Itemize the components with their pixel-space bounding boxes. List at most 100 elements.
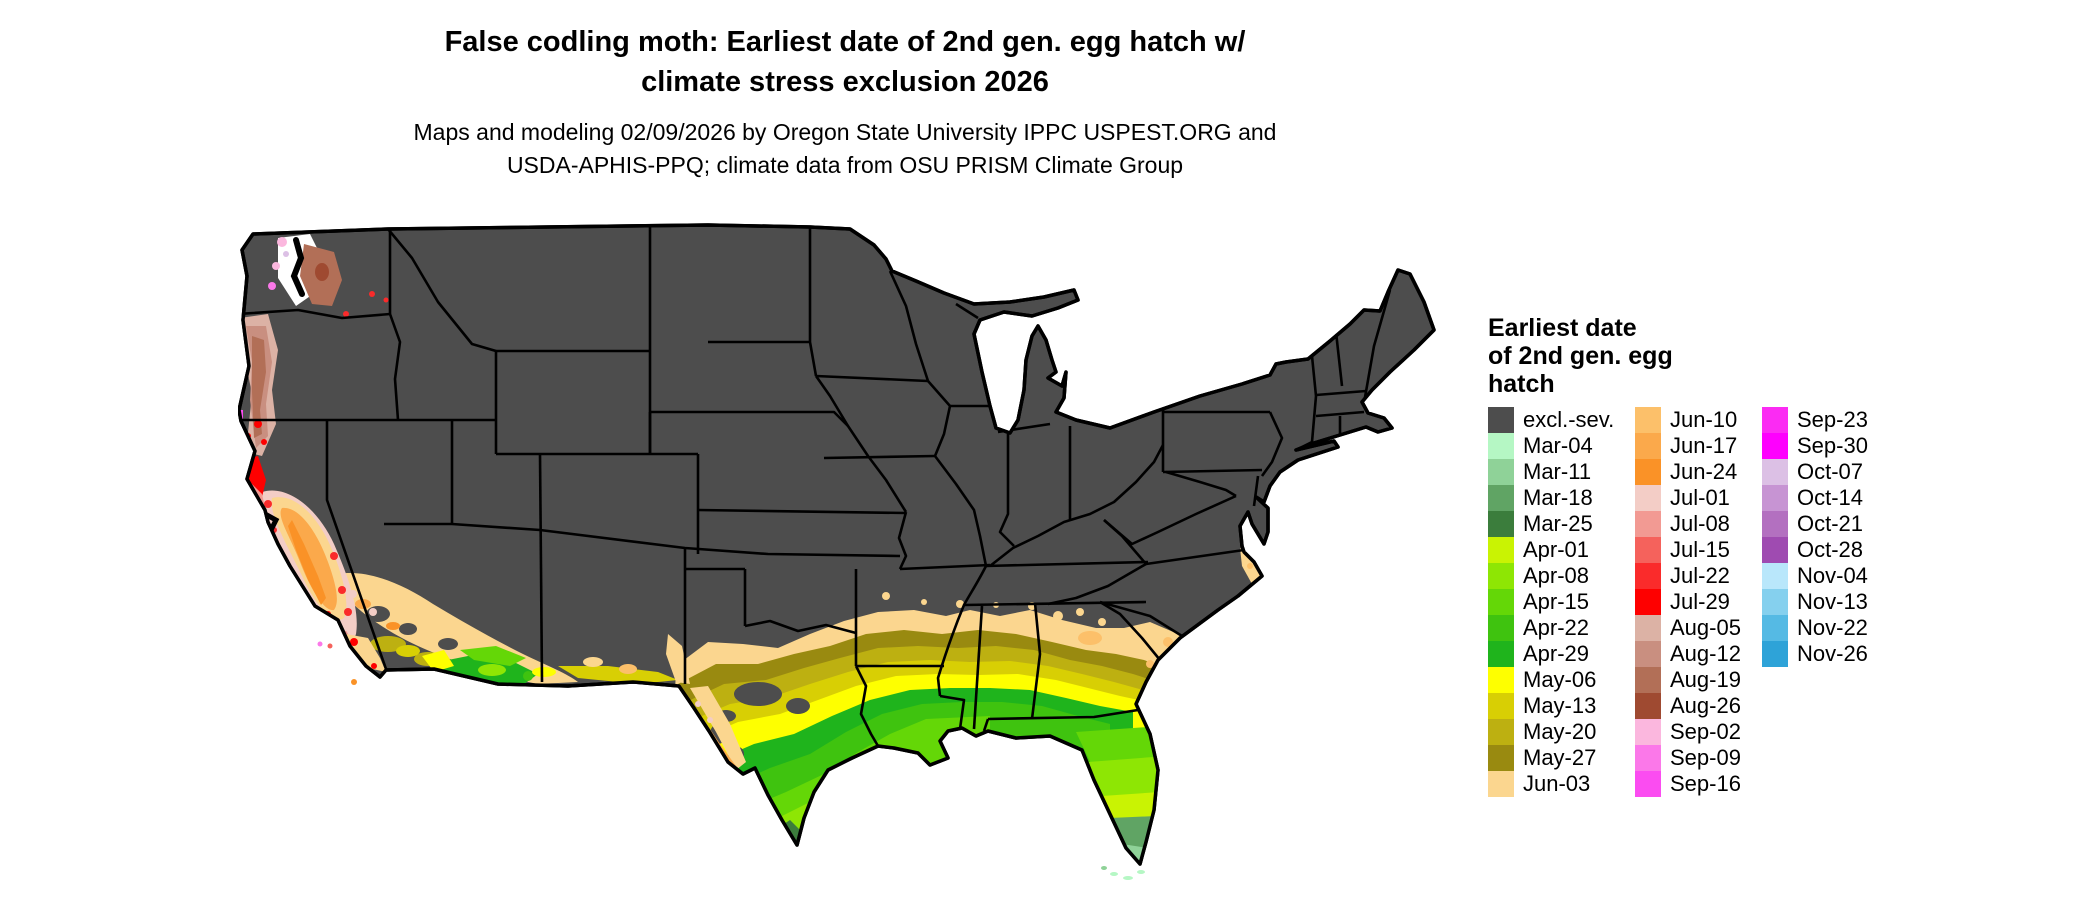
legend-label: Jun-03: [1523, 771, 1591, 796]
legend-swatch: [1635, 719, 1661, 745]
legend-item: Sep-09: [1635, 745, 1741, 771]
map-region-shape: [1098, 618, 1106, 626]
legend-item: May-20: [1488, 719, 1614, 745]
map-region-shape: [939, 694, 966, 730]
legend-swatch: [1488, 615, 1514, 641]
map-region-shape: [1362, 289, 1392, 404]
map-region-shape: [239, 308, 391, 320]
map-region-shape: [1099, 600, 1183, 638]
legend-swatch: [1635, 433, 1661, 459]
map-region-shape: [1123, 876, 1133, 880]
map-region-shape: [272, 262, 280, 270]
legend-title: Earliest date of 2nd gen. egg hatch: [1488, 314, 1918, 398]
legend-item: Sep-23: [1762, 407, 1868, 433]
map-region-shape: [350, 638, 358, 646]
legend-label: Apr-15: [1523, 589, 1590, 614]
map-region-shape: [955, 302, 979, 320]
map-region-shape: [239, 454, 243, 470]
map-region-shape: [262, 511, 280, 533]
map-region-shape: [985, 560, 1149, 568]
map-region-shape: [422, 650, 454, 672]
legend-item: Jul-29: [1635, 589, 1741, 615]
legend-swatch: [1762, 433, 1788, 459]
map-region-shape: [1146, 660, 1154, 668]
map-region-shape: [558, 666, 678, 684]
legend-label: May-06: [1523, 667, 1597, 692]
legend-label: Jul-08: [1670, 511, 1730, 536]
legend-label: Sep-30: [1797, 433, 1868, 458]
legend-swatch: [1635, 693, 1661, 719]
map-region-shape: [264, 500, 272, 508]
map-region-shape: [1315, 389, 1367, 397]
offshore-specks: [317, 641, 1145, 880]
legend-label: Jul-15: [1670, 537, 1730, 562]
map-region-shape: [921, 599, 927, 605]
legend-label: Oct-14: [1797, 485, 1864, 510]
legend-label: Aug-12: [1670, 641, 1741, 666]
legend-swatch: [1635, 771, 1661, 797]
map-region-shape: [252, 336, 266, 438]
legend-column: Jun-10 Jun-17 Jun-24 Jul-01 Jul-08 Jul-15 Jul-…: [1635, 407, 1741, 797]
map-region-shape: [690, 686, 746, 770]
map-region-shape: [1053, 611, 1063, 621]
legend-label: Sep-09: [1670, 745, 1741, 770]
legend-label: Aug-19: [1670, 667, 1741, 692]
map-region-shape: [351, 679, 357, 685]
map-region-shape: [650, 410, 849, 427]
map-region-shape: [383, 297, 389, 303]
subtitle-line-1: Maps and modeling 02/09/2026 by Oregon S…: [413, 119, 1277, 145]
map-region-shape: [1247, 563, 1253, 569]
legend-swatch: [1488, 589, 1514, 615]
map-region-shape: [1165, 470, 1237, 498]
legend-label: Mar-11: [1523, 459, 1592, 484]
legend-label: May-20: [1523, 719, 1597, 744]
map-region-shape: [583, 657, 603, 667]
map-region-shape: [315, 263, 329, 281]
map-region-shape: [1047, 562, 1147, 606]
legend-item: Oct-21: [1762, 511, 1868, 537]
legend-item: Jun-24: [1635, 459, 1741, 485]
legend-item: Jul-22: [1635, 563, 1741, 589]
map-region-shape: [317, 641, 323, 647]
legend-item: Apr-08: [1488, 563, 1614, 589]
map-legend: Earliest date of 2nd gen. egg hatch excl.-…: [1488, 314, 1918, 807]
legend-item: Mar-18: [1488, 485, 1614, 511]
legend-swatch: [1762, 615, 1788, 641]
conus-land: [237, 223, 1436, 866]
map-region-shape: [327, 643, 333, 649]
map-region-shape: [854, 665, 880, 747]
map-region-shape: [288, 520, 326, 605]
legend-item: Jul-01: [1635, 485, 1741, 511]
map-region-shape: [532, 667, 556, 677]
map-region-shape: [338, 586, 346, 594]
legend-item: Aug-19: [1635, 667, 1741, 693]
map-region-shape: [1145, 548, 1245, 566]
legend-item: excl.-sev.: [1488, 407, 1614, 433]
subtitle-line-2: USDA-APHIS-PPQ; climate data from OSU PR…: [506, 152, 1184, 178]
map-region-shape: [1162, 468, 1263, 474]
map-region-shape: [936, 565, 988, 697]
legend-swatch: [1488, 407, 1514, 433]
map-region-shape: [744, 619, 857, 635]
map-region-shape: [343, 311, 349, 317]
legend-label: Apr-22: [1523, 615, 1590, 640]
map-region-shape: [697, 508, 907, 515]
map-region-shape: [268, 282, 276, 290]
legend-label: Aug-26: [1670, 693, 1741, 718]
map-region-shape: [386, 228, 497, 353]
map-region-shape: [897, 511, 908, 570]
page-subtitle: Maps and modeling 02/09/2026 by Oregon S…: [0, 116, 1690, 182]
map-region-shape: [1101, 866, 1107, 870]
legend-label: Jun-24: [1670, 459, 1738, 484]
map-region-shape: [987, 708, 1139, 721]
legend-label: Jul-01: [1670, 485, 1730, 510]
legend-label: Jun-17: [1670, 433, 1738, 458]
map-region-shape: [399, 623, 417, 635]
map-region-shape: [369, 608, 377, 616]
legend-item: Sep-02: [1635, 719, 1741, 745]
legend-item: Oct-28: [1762, 537, 1868, 563]
legend-swatch: [1762, 459, 1788, 485]
map-region-shape: [989, 444, 1165, 568]
map-region-shape: [330, 552, 338, 560]
